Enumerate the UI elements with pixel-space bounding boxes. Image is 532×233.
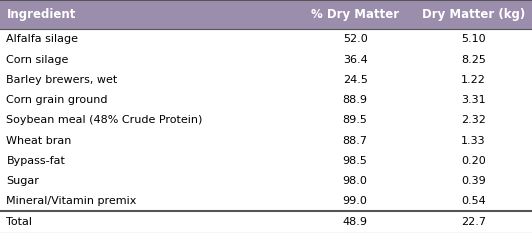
Text: 99.0: 99.0 [343, 196, 368, 206]
Text: 0.20: 0.20 [461, 156, 486, 166]
Text: 98.5: 98.5 [343, 156, 368, 166]
Bar [0, 110, 532, 130]
Bar [0, 0, 532, 29]
Bar [0, 130, 532, 151]
Text: 24.5: 24.5 [343, 75, 368, 85]
Text: 0.54: 0.54 [461, 196, 486, 206]
Text: Bypass-fat: Bypass-fat [6, 156, 65, 166]
Text: 5.10: 5.10 [461, 34, 486, 45]
Bar [0, 50, 532, 70]
Text: Mineral/Vitamin premix: Mineral/Vitamin premix [6, 196, 137, 206]
Text: Ingredient: Ingredient [6, 8, 76, 21]
Bar [0, 70, 532, 90]
Text: 8.25: 8.25 [461, 55, 486, 65]
Text: 0.39: 0.39 [461, 176, 486, 186]
Text: % Dry Matter: % Dry Matter [311, 8, 399, 21]
Text: Wheat bran: Wheat bran [6, 136, 72, 146]
Text: Alfalfa silage: Alfalfa silage [6, 34, 78, 45]
Text: Barley brewers, wet: Barley brewers, wet [6, 75, 118, 85]
Text: Soybean meal (48% Crude Protein): Soybean meal (48% Crude Protein) [6, 115, 203, 125]
Text: 3.31: 3.31 [461, 95, 486, 105]
Text: 1.33: 1.33 [461, 136, 486, 146]
Bar [0, 171, 532, 191]
Text: Sugar: Sugar [6, 176, 39, 186]
Bar [0, 90, 532, 110]
Text: 48.9: 48.9 [343, 217, 368, 227]
Bar [0, 191, 532, 211]
Text: Corn grain ground: Corn grain ground [6, 95, 108, 105]
Text: 88.7: 88.7 [343, 136, 368, 146]
Text: 52.0: 52.0 [343, 34, 368, 45]
Text: 36.4: 36.4 [343, 55, 368, 65]
Bar [0, 211, 532, 233]
Text: 89.5: 89.5 [343, 115, 368, 125]
Text: 88.9: 88.9 [343, 95, 368, 105]
Text: 2.32: 2.32 [461, 115, 486, 125]
Bar [0, 29, 532, 50]
Text: Corn silage: Corn silage [6, 55, 69, 65]
Text: 22.7: 22.7 [461, 217, 486, 227]
Text: 1.22: 1.22 [461, 75, 486, 85]
Text: Total: Total [6, 217, 32, 227]
Bar [0, 151, 532, 171]
Text: 98.0: 98.0 [343, 176, 368, 186]
Text: Dry Matter (kg): Dry Matter (kg) [422, 8, 525, 21]
